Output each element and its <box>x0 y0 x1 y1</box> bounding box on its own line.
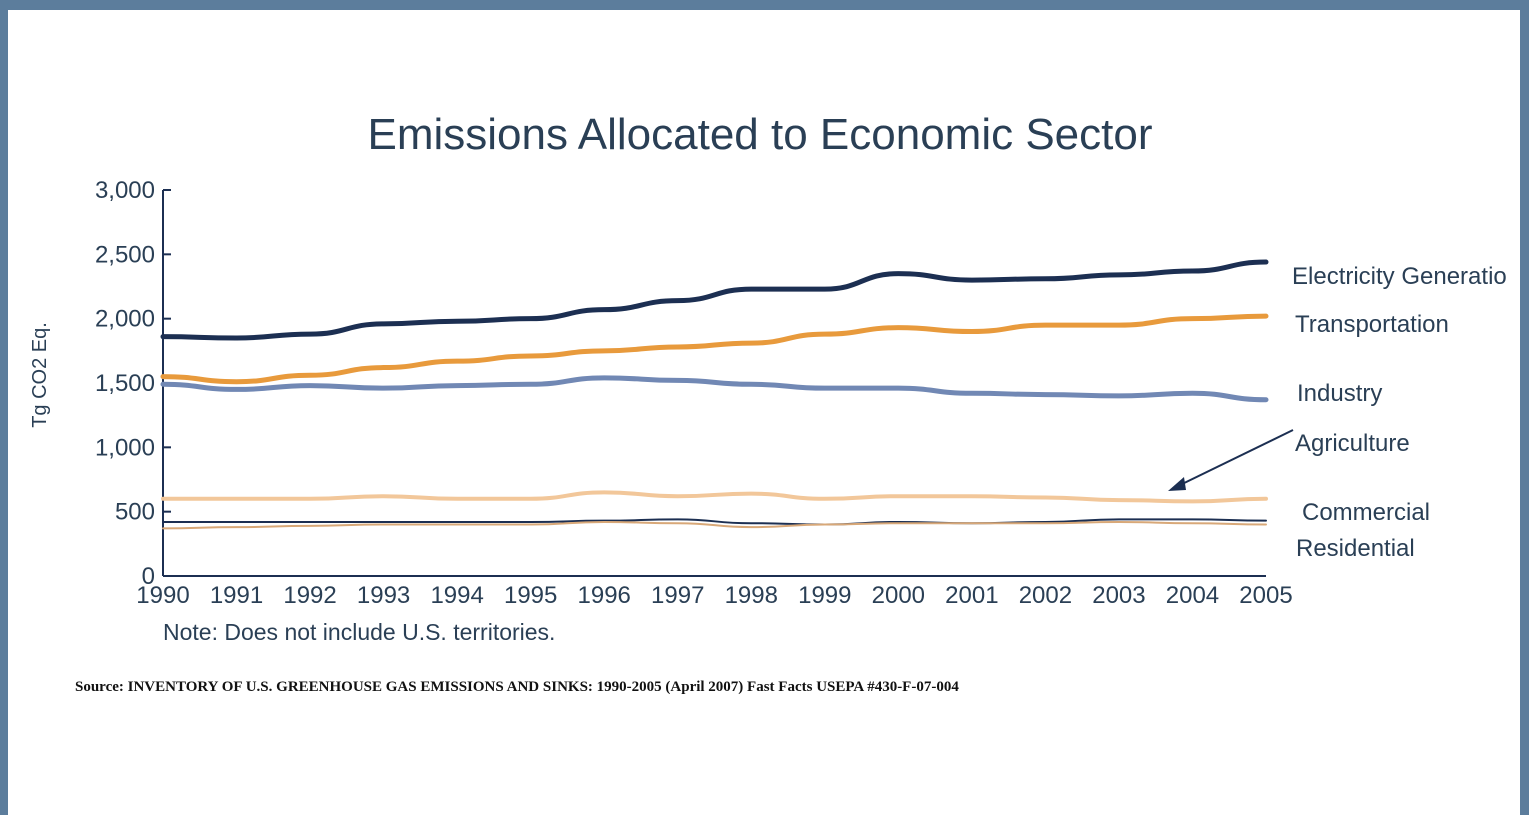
x-tick-label: 1998 <box>725 582 778 609</box>
x-tick-label: 1994 <box>430 582 483 609</box>
series-label-agriculture: Agriculture <box>1295 430 1410 457</box>
x-tick-label: 1992 <box>283 582 336 609</box>
line-chart: Emissions Allocated to Economic Sector 0… <box>29 110 1507 695</box>
y-tick-label: 1,000 <box>95 434 155 461</box>
agriculture-arrowhead <box>1168 477 1186 491</box>
series-label-residential: Residential <box>1296 535 1415 562</box>
y-tick-label: 1,500 <box>95 370 155 397</box>
series-line-residential <box>162 520 1267 530</box>
series-line-agriculture <box>161 490 1268 504</box>
y-axis-label: Tg CO2 Eq. <box>29 322 51 428</box>
x-tick-label: 1991 <box>210 582 263 609</box>
x-axis-ticks: 1990 1991 1992 1993 1994 1995 1996 1997 1998 1999… <box>136 582 1292 609</box>
x-tick-label: 1990 <box>136 582 189 609</box>
series-line-industry <box>160 375 1269 403</box>
x-tick-label: 1993 <box>357 582 410 609</box>
x-tick-label: 1999 <box>798 582 851 609</box>
series-lines <box>160 259 1269 530</box>
x-tick-label: 2000 <box>872 582 925 609</box>
chart-title: Emissions Allocated to Economic Sector <box>367 110 1152 159</box>
y-tick-label: 2,000 <box>95 306 155 333</box>
series-line-electricity-generatio <box>160 259 1269 341</box>
y-tick-label: 2,500 <box>95 241 155 268</box>
x-tick-label: 2002 <box>1019 582 1072 609</box>
series-label-transportation: Transportation <box>1295 311 1449 338</box>
agriculture-pointer-arrow <box>1175 429 1294 488</box>
series-line-transportation <box>160 313 1269 385</box>
x-tick-label: 2001 <box>945 582 998 609</box>
x-tick-label: 1996 <box>578 582 631 609</box>
source-citation: Source: INVENTORY OF U.S. GREENHOUSE GAS… <box>75 679 959 695</box>
y-tick-label: 500 <box>115 499 155 526</box>
x-tick-label: 2004 <box>1166 582 1219 609</box>
series-label-electricity-generatio: Electricity Generatio <box>1292 263 1507 290</box>
series-label-commercial: Commercial <box>1302 499 1430 526</box>
series-labels: Electricity Generatio Transportation Indus… <box>1292 263 1507 562</box>
y-tick-label: 3,000 <box>95 177 155 204</box>
x-tick-label: 2005 <box>1239 582 1292 609</box>
slide-panel: Emissions Allocated to Economic Sector 0… <box>8 10 1520 815</box>
y-axis-ticks: 0 500 1,000 1,500 2,000 2,500 3,000 <box>95 177 171 590</box>
x-tick-label: 1997 <box>651 582 704 609</box>
chart-note: Note: Does not include U.S. territories. <box>163 619 555 645</box>
x-tick-label: 2003 <box>1092 582 1145 609</box>
x-tick-label: 1995 <box>504 582 557 609</box>
series-label-industry: Industry <box>1297 380 1382 407</box>
y-tick-label: 0 <box>142 563 155 590</box>
series-line-commercial <box>162 518 1267 526</box>
